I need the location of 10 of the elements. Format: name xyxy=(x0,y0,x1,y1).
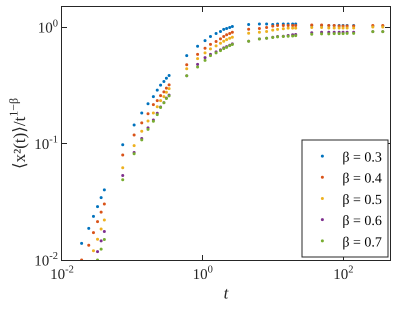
x-axis-title: t xyxy=(224,283,230,302)
legend-label: β = 0.6 xyxy=(342,214,382,230)
y-tick-label: 10$^{0}$ xyxy=(38,18,58,37)
legend-label: β = 0.3 xyxy=(342,150,382,166)
y-tick-label: 10$^{-1}$ xyxy=(34,134,58,153)
legend-label: β = 0.7 xyxy=(342,235,382,250)
x-tick-label: 10$^{0}$ xyxy=(192,264,213,283)
legend-label: β = 0.4 xyxy=(342,172,382,187)
x-tick-label: 10$^{2}$ xyxy=(333,264,354,283)
legend-label: β = 0.5 xyxy=(342,192,382,208)
